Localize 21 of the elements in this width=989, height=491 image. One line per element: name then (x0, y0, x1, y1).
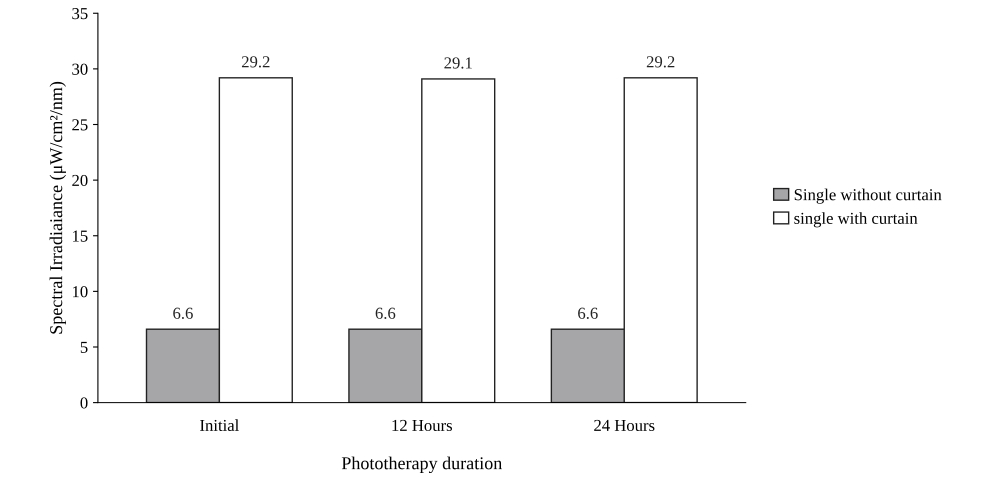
data-label: 6.6 (376, 308, 396, 319)
data-label: 29.2 (242, 56, 270, 68)
y-tick-label: 35 (72, 8, 88, 20)
y-tick-label: 25 (72, 119, 88, 130)
y-tick-label: 5 (80, 342, 88, 353)
x-axis-title: Phototherapy duration (342, 456, 502, 474)
x-tick-label: Initial (200, 419, 239, 432)
data-label: 6.6 (173, 308, 193, 319)
data-label: 29.1 (444, 57, 472, 69)
legend-label: single with curtain (794, 212, 918, 228)
x-tick-label: 24 Hours (594, 420, 654, 432)
x-tick-label: 12 Hours (392, 420, 452, 432)
data-label: 29.2 (646, 56, 674, 68)
legend-label: Single without curtain (794, 188, 942, 204)
y-tick-label: 20 (72, 174, 88, 186)
y-tick-label: 0 (80, 397, 88, 409)
y-axis-title: Spectral Irradiaiance (μW/cm²/nm) (50, 82, 66, 334)
data-label: 6.6 (578, 308, 598, 319)
y-tick-label: 10 (72, 286, 88, 298)
y-tick-label: 30 (72, 64, 88, 75)
y-tick-label: 15 (72, 230, 88, 242)
